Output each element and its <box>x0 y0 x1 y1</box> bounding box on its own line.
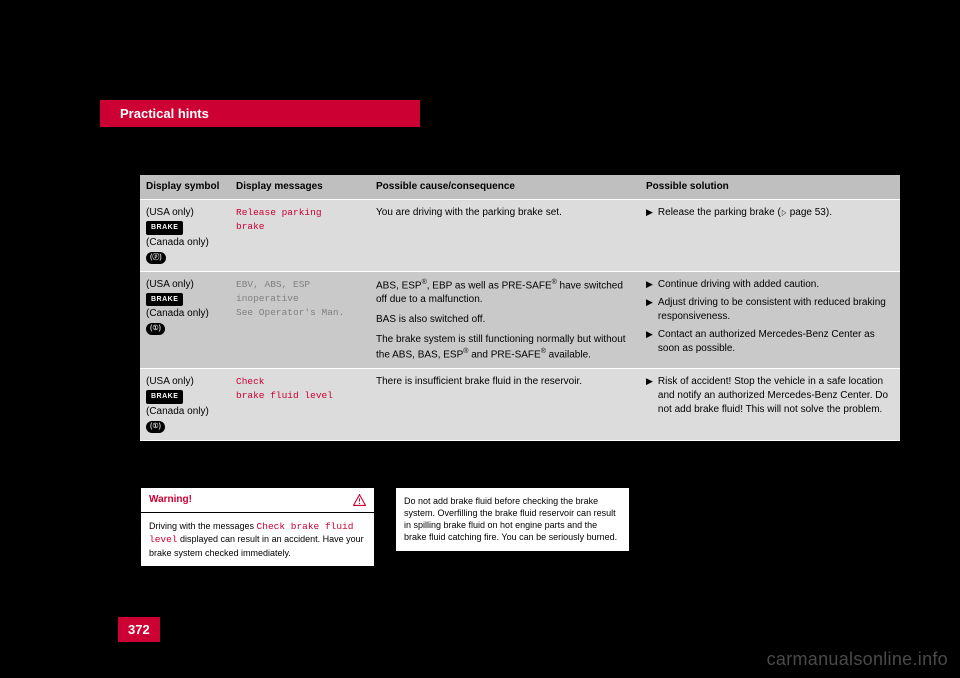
cause-p3: The brake system is still functioning no… <box>376 333 634 362</box>
table-row: (USA only) BRAKE (Canada only) (①) Check… <box>140 369 900 441</box>
table-row: (USA only) BRAKE (Canada only) (ⓟ) Relea… <box>140 200 900 272</box>
brake-warning-icon: (①) <box>146 421 165 433</box>
message-line: See Operator's Man. <box>236 307 344 318</box>
message-line: brake <box>236 221 265 232</box>
solution-item: ▶ Adjust driving to be consistent with r… <box>646 296 894 324</box>
cell-symbol: (USA only) BRAKE (Canada only) (①) <box>140 369 230 441</box>
message-line: EBV, ABS, ESP <box>236 279 310 290</box>
table-row: (USA only) BRAKE (Canada only) (①) EBV, … <box>140 271 900 369</box>
usa-label: (USA only) <box>146 279 194 290</box>
message-line: Check <box>236 376 265 387</box>
cell-message: Check brake fluid level <box>230 369 370 441</box>
canada-label: (Canada only) <box>146 308 209 319</box>
th-messages: Display messages <box>230 175 370 200</box>
cell-symbol: (USA only) BRAKE (Canada only) (ⓟ) <box>140 200 230 272</box>
cell-solution: ▶ Release the parking brake (▷ page 53). <box>640 200 900 272</box>
cell-cause: ABS, ESP®, EBP as well as PRE-SAFE® have… <box>370 271 640 369</box>
watermark: carmanualsonline.info <box>767 649 948 670</box>
solution-item: ▶ Contact an authorized Mercedes-Benz Ce… <box>646 328 894 356</box>
pageref-icon: ▷ <box>782 207 786 218</box>
section-title: Practical hints <box>120 106 209 121</box>
canada-label: (Canada only) <box>146 237 209 248</box>
solution-text: Contact an authorized Mercedes-Benz Cent… <box>658 328 894 356</box>
bullet-icon: ▶ <box>646 296 653 324</box>
cause-text: You are driving with the parking brake s… <box>376 207 562 218</box>
brake-icon: BRAKE <box>146 390 183 404</box>
th-solution: Possible solution <box>640 175 900 200</box>
cell-message: Release parking brake <box>230 200 370 272</box>
cell-message: EBV, ABS, ESP inoperative See Operator's… <box>230 271 370 369</box>
solution-text: Risk of accident! Stop the vehicle in a … <box>658 375 894 417</box>
solution-item: ▶ Continue driving with added caution. <box>646 278 894 292</box>
warning-header: Warning! <box>141 488 374 513</box>
solution-text: Adjust driving to be consistent with red… <box>658 296 894 324</box>
solution-text: Release the parking brake (▷ page 53). <box>658 206 832 220</box>
th-symbol: Display symbol <box>140 175 230 200</box>
bullet-icon: ▶ <box>646 206 653 220</box>
warning-body: Driving with the messages Check brake fl… <box>141 513 374 567</box>
bullet-icon: ▶ <box>646 328 653 356</box>
cause-p1: ABS, ESP®, EBP as well as PRE-SAFE® have… <box>376 278 634 307</box>
bullet-icon: ▶ <box>646 278 653 292</box>
warning-pre: Driving with the messages <box>149 521 257 531</box>
warning-box: Warning! Driving with the messages Check… <box>140 487 375 567</box>
message-line: inoperative <box>236 293 299 304</box>
cell-solution: ▶ Risk of accident! Stop the vehicle in … <box>640 369 900 441</box>
cell-cause: You are driving with the parking brake s… <box>370 200 640 272</box>
message-line: brake fluid level <box>236 390 333 401</box>
usa-label: (USA only) <box>146 207 194 218</box>
warning-title: Warning! <box>149 493 192 507</box>
table-header-row: Display symbol Display messages Possible… <box>140 175 900 200</box>
cause-p2: BAS is also switched off. <box>376 313 634 327</box>
bullet-icon: ▶ <box>646 375 653 417</box>
warning-triangle-icon <box>353 494 366 506</box>
brake-icon: BRAKE <box>146 293 183 307</box>
parking-brake-icon: (ⓟ) <box>146 252 166 264</box>
brake-icon: BRAKE <box>146 221 183 235</box>
diagnostic-table: Display symbol Display messages Possible… <box>140 175 900 441</box>
section-header: Practical hints <box>100 100 420 127</box>
message-line: Release parking <box>236 207 322 218</box>
cause-text: There is insufficient brake fluid in the… <box>376 376 582 387</box>
cell-cause: There is insufficient brake fluid in the… <box>370 369 640 441</box>
th-cause: Possible cause/consequence <box>370 175 640 200</box>
solution-text: Continue driving with added caution. <box>658 278 819 292</box>
solution-item: ▶ Release the parking brake (▷ page 53). <box>646 206 894 220</box>
page-number: 372 <box>118 617 160 642</box>
usa-label: (USA only) <box>146 376 194 387</box>
solution-item: ▶ Risk of accident! Stop the vehicle in … <box>646 375 894 417</box>
brake-warning-icon: (①) <box>146 323 165 335</box>
info-box: Do not add brake fluid before checking t… <box>395 487 630 552</box>
cell-solution: ▶ Continue driving with added caution. ▶… <box>640 271 900 369</box>
info-text: Do not add brake fluid before checking t… <box>404 496 617 542</box>
canada-label: (Canada only) <box>146 406 209 417</box>
warning-post: displayed can result in an accident. Hav… <box>149 534 364 558</box>
cell-symbol: (USA only) BRAKE (Canada only) (①) <box>140 271 230 369</box>
